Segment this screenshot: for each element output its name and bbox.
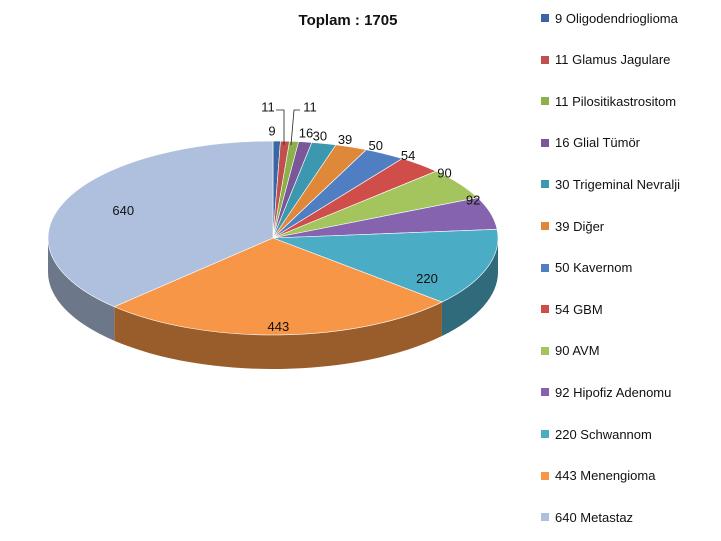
pie-side-12 xyxy=(48,238,115,341)
data-label-1: 11 xyxy=(261,99,275,114)
legend-swatch xyxy=(541,430,549,438)
data-label-3: 16 xyxy=(299,125,313,140)
legend-label: 39 Diğer xyxy=(555,218,605,234)
data-label-5: 39 xyxy=(338,132,352,147)
legend-label: 50 Kavernom xyxy=(555,260,633,276)
legend-item: 30 Trigeminal Nevralji xyxy=(541,174,680,194)
legend-swatch xyxy=(541,305,549,314)
legend-swatch xyxy=(541,97,549,106)
legend-item: 9 Oligodendrioglioma xyxy=(541,8,678,28)
legend-label: 54 GBM xyxy=(555,301,603,317)
legend-item: 39 Diğer xyxy=(541,216,604,236)
legend-swatch xyxy=(541,180,549,189)
data-label-4: 30 xyxy=(313,129,327,144)
pie-labels: 9 11 11 16 30 39 50 54 90 92 220 443 640 xyxy=(112,99,480,334)
legend-label: 9 Oligodendrioglioma xyxy=(555,10,678,26)
legend-label: 92 Hipofiz Adenomu xyxy=(555,384,672,400)
data-label-12: 640 xyxy=(112,203,134,218)
legend-swatch xyxy=(541,263,549,272)
data-label-10: 220 xyxy=(416,271,438,286)
legend-item: 220 Schwannom xyxy=(541,424,652,444)
legend-label: 90 AVM xyxy=(555,343,600,359)
legend-item: 11 Glamus Jagulare xyxy=(541,50,670,70)
data-label-8: 90 xyxy=(437,165,451,180)
legend-label: 11 Pilositikastrositom xyxy=(555,93,677,109)
legend-swatch xyxy=(541,388,549,397)
legend-swatch xyxy=(541,346,549,355)
pie-side-11 xyxy=(114,302,442,369)
legend-swatch xyxy=(541,138,549,147)
data-label-2: 11 xyxy=(303,99,317,114)
chart-title: Toplam : 1705 xyxy=(298,12,398,29)
legend-label: 16 Glial Tümör xyxy=(555,135,641,151)
data-label-7: 54 xyxy=(401,148,415,163)
legend-label: 11 Glamus Jagulare xyxy=(555,52,671,68)
pie-side-10 xyxy=(441,238,498,337)
legend-item: 443 Menengioma xyxy=(541,466,655,486)
legend-swatch xyxy=(541,513,549,522)
data-label-0: 9 xyxy=(268,123,275,138)
data-label-9: 92 xyxy=(466,193,480,208)
pie-sides xyxy=(48,238,498,369)
legend-item: 50 Kavernom xyxy=(541,258,632,278)
legend-item: 16 Glial Tümör xyxy=(541,133,640,153)
legend-item: 640 Metastaz xyxy=(541,507,633,527)
legend-swatch xyxy=(541,471,549,480)
legend-label: 220 Schwannom xyxy=(555,426,652,442)
legend-label: 30 Trigeminal Nevralji xyxy=(555,176,680,192)
legend-item: 11 Pilositikastrositom xyxy=(541,91,676,111)
legend-item: 90 AVM xyxy=(541,341,600,361)
pie-slice-11 xyxy=(113,237,443,336)
legend-swatch xyxy=(541,14,549,22)
leader-line-2 xyxy=(290,109,300,146)
leader-line-1 xyxy=(276,109,285,145)
legend-label: 640 Metastaz xyxy=(555,509,634,525)
legend-label: 443 Menengioma xyxy=(555,468,656,484)
legend-item: 92 Hipofiz Adenomu xyxy=(541,382,671,402)
pie-chart: 9 11 11 16 30 39 50 54 90 92 220 443 640 xyxy=(47,99,499,369)
data-label-11: 443 xyxy=(268,319,290,334)
legend-swatch xyxy=(541,222,549,230)
pie-slice-12 xyxy=(47,140,274,308)
legend-swatch xyxy=(541,55,549,64)
data-label-6: 50 xyxy=(369,138,383,153)
pie-slice-10 xyxy=(272,229,499,303)
pie-tops xyxy=(47,140,499,336)
legend-item: 54 GBM xyxy=(541,299,603,319)
